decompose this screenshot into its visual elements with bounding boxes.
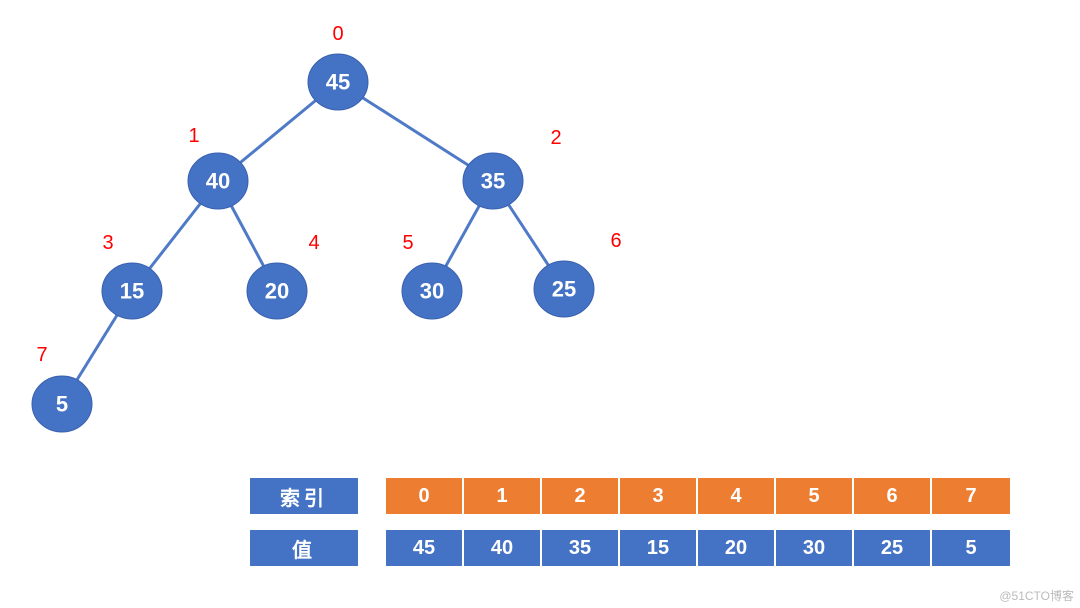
tree-node-value: 20 xyxy=(265,279,289,304)
table-cell: 25 xyxy=(854,530,932,566)
table-row: 值 454035152030255 xyxy=(250,530,1010,566)
table-cell: 5 xyxy=(776,478,854,514)
table-row-label: 值 xyxy=(250,530,358,566)
table-cell: 35 xyxy=(542,530,620,566)
table-row-label: 索引 xyxy=(250,478,358,514)
tree-node: 45 0 xyxy=(308,23,368,110)
tree-node: 35 2 xyxy=(463,127,562,209)
table-cell: 3 xyxy=(620,478,698,514)
table-row: 索引 01234567 xyxy=(250,478,1010,514)
tree-node: 25 6 xyxy=(534,230,622,317)
tree-node: 20 4 xyxy=(247,232,320,319)
table-cell: 30 xyxy=(776,530,854,566)
tree-node-index: 6 xyxy=(610,230,621,252)
tree-node-index: 1 xyxy=(188,125,199,147)
tree-node-index: 4 xyxy=(308,232,319,254)
array-table: 索引01234567值454035152030255 xyxy=(250,478,1010,566)
tree-node-value: 30 xyxy=(420,279,444,304)
table-cell: 15 xyxy=(620,530,698,566)
table-cell: 40 xyxy=(464,530,542,566)
heap-tree-diagram: 45040135215320430525657 xyxy=(0,0,1080,470)
table-cell: 2 xyxy=(542,478,620,514)
tree-node: 30 5 xyxy=(402,232,462,319)
watermark-text: @51CTO博客 xyxy=(999,587,1074,604)
tree-node-index: 2 xyxy=(550,127,561,149)
tree-node-value: 40 xyxy=(206,169,230,194)
table-cell: 45 xyxy=(386,530,464,566)
tree-node-value: 25 xyxy=(552,277,576,302)
tree-node: 15 3 xyxy=(102,232,162,319)
table-cell: 20 xyxy=(698,530,776,566)
table-cell: 4 xyxy=(698,478,776,514)
tree-node-index: 7 xyxy=(36,344,47,366)
table-cell: 1 xyxy=(464,478,542,514)
table-cell: 0 xyxy=(386,478,464,514)
tree-node-index: 5 xyxy=(402,232,413,254)
tree-node-value: 15 xyxy=(120,279,144,304)
table-cell: 6 xyxy=(854,478,932,514)
table-cell: 5 xyxy=(932,530,1010,566)
tree-node-value: 5 xyxy=(56,392,68,417)
table-cell: 7 xyxy=(932,478,1010,514)
tree-node-index: 3 xyxy=(102,232,113,254)
tree-node: 57 xyxy=(32,344,92,432)
tree-node-value: 35 xyxy=(481,169,505,194)
tree-node-value: 45 xyxy=(326,70,350,95)
tree-node: 40 1 xyxy=(188,125,248,209)
tree-node-index: 0 xyxy=(332,23,343,45)
